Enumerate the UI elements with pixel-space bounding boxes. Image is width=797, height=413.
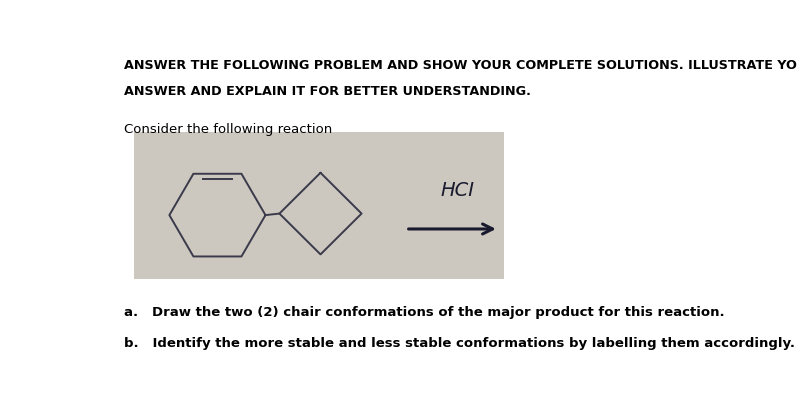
Text: Consider the following reaction: Consider the following reaction: [124, 123, 332, 136]
Text: HCI: HCI: [441, 181, 475, 200]
Text: ANSWER THE FOLLOWING PROBLEM AND SHOW YOUR COMPLETE SOLUTIONS. ILLUSTRATE YOUR: ANSWER THE FOLLOWING PROBLEM AND SHOW YO…: [124, 59, 797, 72]
Text: ANSWER AND EXPLAIN IT FOR BETTER UNDERSTANDING.: ANSWER AND EXPLAIN IT FOR BETTER UNDERST…: [124, 85, 532, 97]
Text: a.   Draw the two (2) chair conformations of the major product for this reaction: a. Draw the two (2) chair conformations …: [124, 306, 725, 318]
FancyBboxPatch shape: [134, 132, 505, 278]
Text: b.   Identify the more stable and less stable conformations by labelling them ac: b. Identify the more stable and less sta…: [124, 337, 795, 350]
